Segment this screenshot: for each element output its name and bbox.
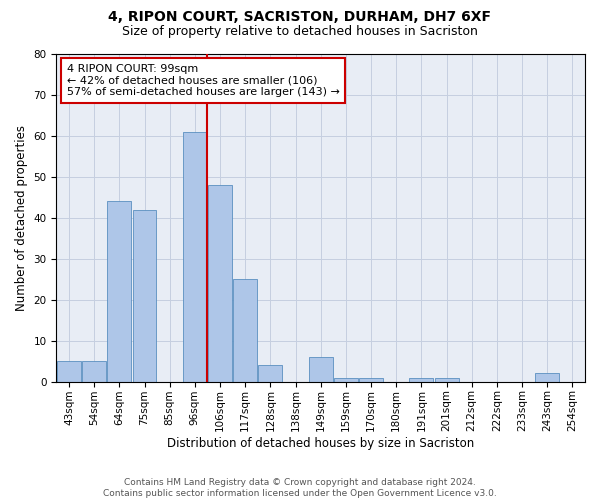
Bar xyxy=(233,280,257,382)
Bar xyxy=(359,378,383,382)
Bar xyxy=(82,361,106,382)
Bar xyxy=(183,132,207,382)
Text: Contains HM Land Registry data © Crown copyright and database right 2024.
Contai: Contains HM Land Registry data © Crown c… xyxy=(103,478,497,498)
Bar xyxy=(107,202,131,382)
Bar xyxy=(309,357,332,382)
Bar xyxy=(334,378,358,382)
Text: 4 RIPON COURT: 99sqm
← 42% of detached houses are smaller (106)
57% of semi-deta: 4 RIPON COURT: 99sqm ← 42% of detached h… xyxy=(67,64,340,97)
Y-axis label: Number of detached properties: Number of detached properties xyxy=(15,125,28,311)
Bar xyxy=(535,374,559,382)
Bar xyxy=(208,185,232,382)
Bar xyxy=(57,361,81,382)
Bar xyxy=(133,210,157,382)
Text: 4, RIPON COURT, SACRISTON, DURHAM, DH7 6XF: 4, RIPON COURT, SACRISTON, DURHAM, DH7 6… xyxy=(109,10,491,24)
Bar xyxy=(409,378,433,382)
Bar xyxy=(259,366,283,382)
Text: Size of property relative to detached houses in Sacriston: Size of property relative to detached ho… xyxy=(122,25,478,38)
X-axis label: Distribution of detached houses by size in Sacriston: Distribution of detached houses by size … xyxy=(167,437,475,450)
Bar xyxy=(434,378,458,382)
